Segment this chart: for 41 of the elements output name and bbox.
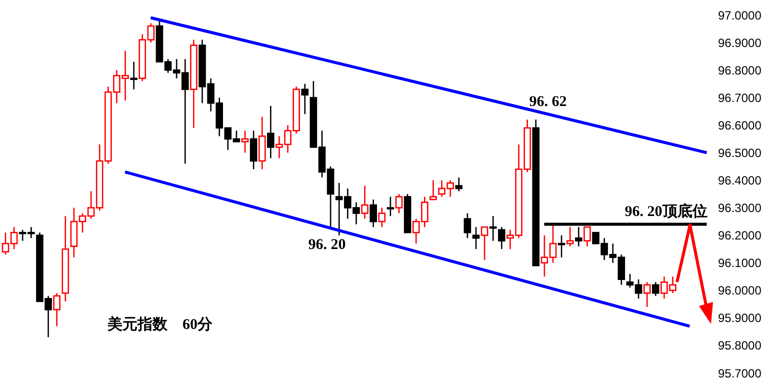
y-tick-label: 96.5000 (718, 146, 762, 160)
candlestick (472, 226, 480, 250)
y-tick-label: 96.9000 (718, 36, 762, 50)
candlestick (301, 83, 309, 115)
candlestick (241, 130, 249, 154)
candlestick (455, 176, 463, 192)
candlestick (498, 226, 506, 250)
y-tick-label: 95.9000 (718, 311, 762, 326)
y-tick-label: 95.7000 (718, 366, 762, 380)
candlestick (584, 226, 591, 247)
candlestick (480, 226, 488, 261)
candlestick (250, 130, 258, 170)
candlestick (643, 281, 651, 308)
y-tick-label: 96.7000 (718, 90, 762, 105)
candlestick (361, 185, 368, 220)
candlestick (558, 234, 566, 258)
candlestick (464, 212, 472, 239)
y-tick-label: 96.6000 (718, 118, 762, 132)
annotation: 96. 62 (529, 94, 567, 110)
y-tick-label: 96.2000 (718, 228, 762, 243)
y-tick-label: 96.1000 (718, 256, 762, 270)
y-tick-label: 95.8000 (718, 338, 762, 353)
y-tick-label: 96.8000 (718, 63, 762, 78)
text: 美元指数 60分 (106, 315, 214, 333)
candlestick (566, 226, 574, 247)
candlestick (370, 198, 377, 228)
annotation: 96. 20顶底位 (624, 202, 708, 220)
candlestick (130, 61, 138, 90)
candlestick (378, 207, 386, 228)
candlestick (430, 180, 437, 200)
candlestick (53, 292, 60, 327)
candlestick (652, 281, 660, 297)
candlestick (386, 196, 394, 217)
annotation: 96. 20 (308, 237, 346, 253)
y-tick-label: 96.0000 (718, 284, 762, 298)
y-tick-label: 96.4000 (718, 173, 762, 188)
candlestick (267, 105, 274, 159)
candlestick (395, 193, 403, 214)
y-tick-label: 96.3000 (718, 201, 762, 216)
y-tick-label: 97.0000 (718, 8, 762, 22)
candlestick (489, 215, 497, 242)
